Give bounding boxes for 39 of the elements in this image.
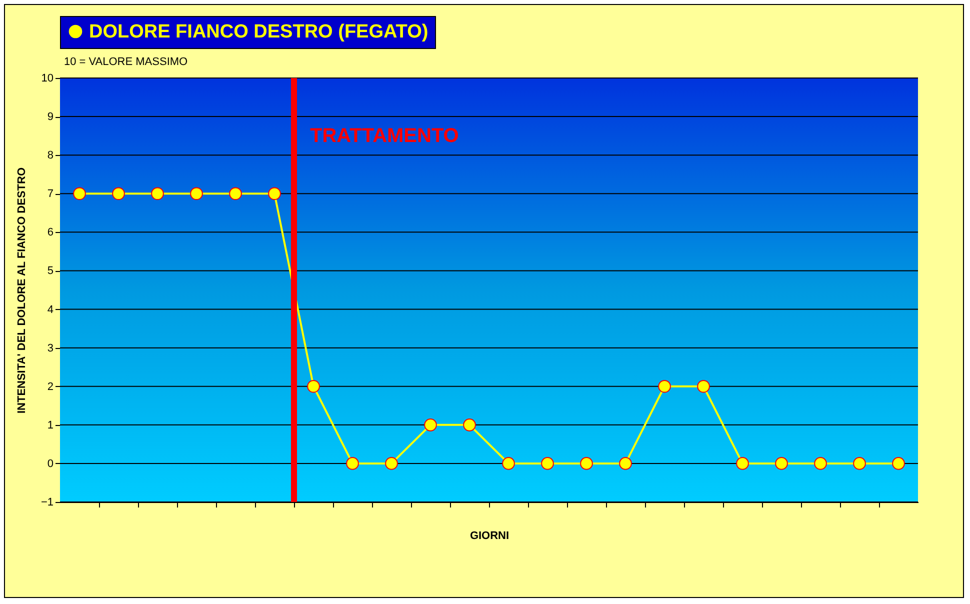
y-tick-label: 4 [47, 304, 54, 316]
point [697, 380, 710, 393]
point [151, 187, 164, 200]
point [73, 187, 86, 200]
point [775, 457, 788, 470]
y-tick-label: 8 [47, 150, 54, 162]
point [268, 187, 281, 200]
y-axis-title: INTENSITA' DEL DOLORE AL FIANCO DESTRO [16, 167, 28, 414]
point [190, 187, 203, 200]
point [580, 457, 593, 470]
point [658, 380, 671, 393]
point [814, 457, 827, 470]
y-tick-label: 0 [47, 458, 54, 470]
y-tick-label: 3 [47, 342, 54, 354]
point [346, 457, 359, 470]
point [424, 418, 437, 432]
y-tick-label: 6 [47, 226, 54, 239]
point [541, 457, 554, 470]
legend-label: DOLORE FIANCO DESTRO (FEGATO) [89, 22, 428, 42]
y-tick-label: 2 [47, 380, 54, 393]
y-tick-label: 7 [47, 188, 54, 200]
text: 10 = VALORE MASSIMO [64, 56, 188, 68]
y-tick-label: 9 [47, 111, 54, 124]
point [619, 457, 632, 470]
annotation: TRATTAMENTO [310, 125, 459, 147]
point [736, 457, 749, 470]
point [229, 187, 242, 200]
y-tick-label: 5 [47, 265, 54, 278]
y-tick-label: 1 [47, 419, 54, 432]
point [112, 187, 125, 200]
point [502, 457, 515, 470]
point [853, 457, 866, 470]
x-axis-title: GIORNI [470, 530, 510, 542]
point [892, 457, 905, 470]
y-tick-label: −1 [40, 496, 54, 508]
y-tick-label: 10 [41, 72, 54, 84]
point [385, 457, 398, 470]
point [463, 418, 476, 432]
point [307, 380, 320, 393]
